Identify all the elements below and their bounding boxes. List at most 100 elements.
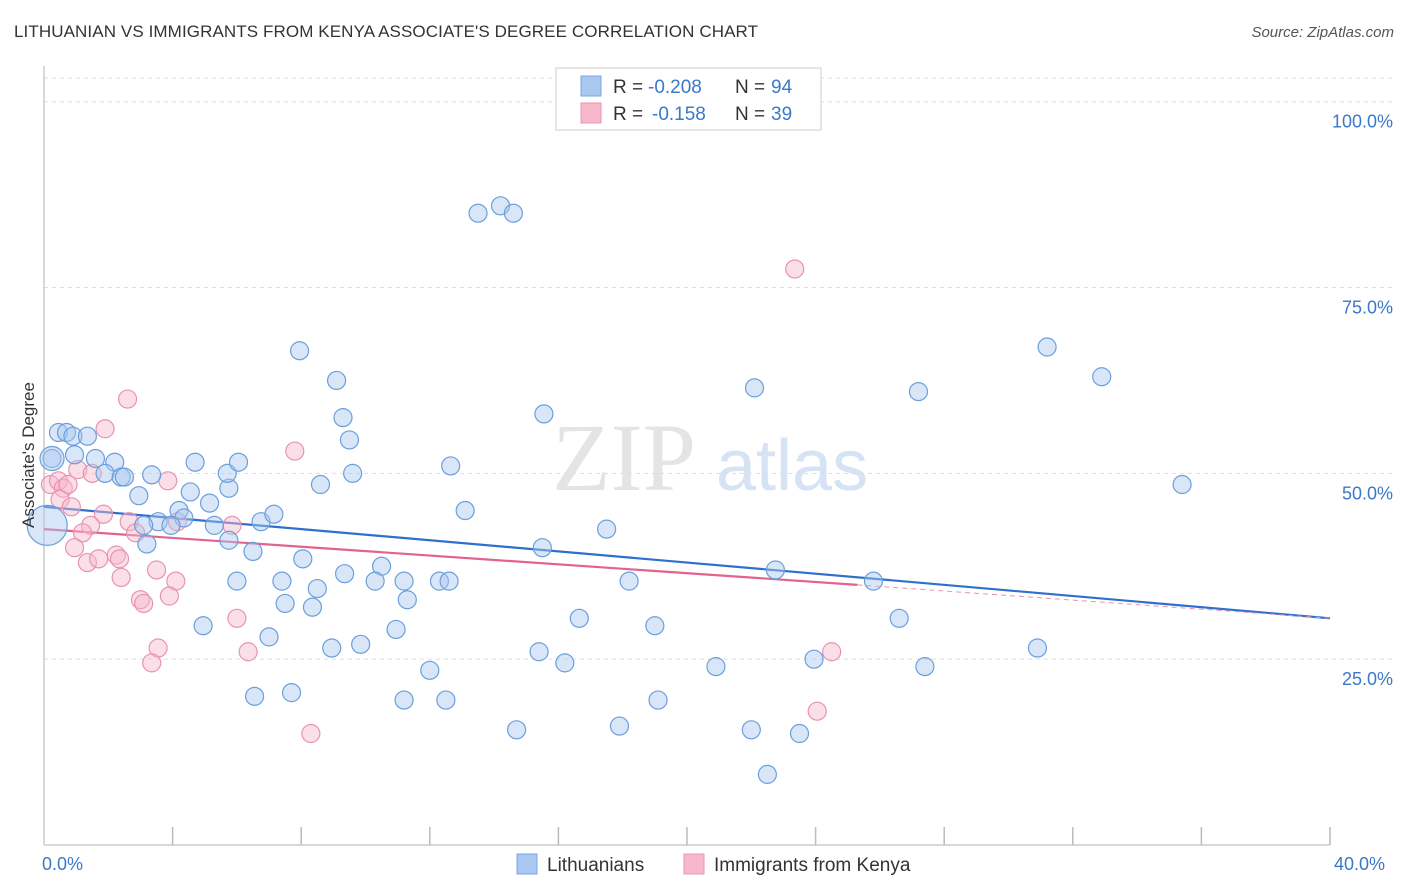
lithuanian-point	[645, 616, 665, 636]
lithuanian-point	[244, 686, 265, 706]
kenya-point	[109, 549, 130, 569]
lithuanian-point	[204, 515, 224, 535]
lithuanian-point	[293, 549, 313, 569]
lithuanian-point	[609, 716, 630, 736]
lithuanian-point	[619, 571, 639, 591]
lithuanian-point	[281, 683, 302, 703]
lithuanian-point	[326, 370, 347, 391]
lithuanian-point	[1027, 638, 1048, 658]
kenya-point	[106, 545, 126, 565]
bottom-legend: Lithuanians Immigrants from Kenya	[516, 853, 911, 876]
lithuanian-point	[468, 203, 488, 223]
bottom-legend-swatch-kenya	[683, 853, 705, 875]
lithuanian-point	[199, 493, 220, 513]
lithuanian-point	[161, 515, 181, 535]
lithuanian-point	[228, 452, 249, 472]
lithuanian-point	[534, 404, 554, 424]
kenya-point	[93, 504, 114, 524]
lithuanian-point	[789, 723, 810, 744]
lithuanian-point-large	[26, 504, 68, 546]
lithuanian-point	[765, 560, 786, 580]
legend-r-value-1: -0.208	[648, 77, 702, 98]
lithuanian-point	[420, 660, 440, 680]
lithuanian-point	[889, 608, 909, 628]
lithuanian-point	[185, 452, 205, 472]
x-tick-label-min: 0.0%	[42, 854, 83, 874]
kenya-point	[227, 608, 247, 628]
kenya-trend-line-extension	[857, 584, 1331, 619]
y-tick-label: 75.0%	[1342, 298, 1393, 318]
lithuanian-point	[148, 512, 168, 532]
kenya-point	[89, 549, 109, 569]
lithuanian-point	[863, 571, 884, 591]
legend-n-label-1: N =	[735, 77, 765, 98]
lithuanian-point	[706, 657, 726, 677]
lithuanian-point	[180, 482, 200, 502]
legend-swatch-lithuanians	[580, 75, 602, 97]
lithuanian-point	[193, 616, 213, 636]
lithuanian-point	[1172, 474, 1192, 495]
kenya-point	[159, 586, 179, 606]
legend-r-value-2: -0.158	[652, 104, 706, 125]
lithuanian-point	[142, 465, 162, 485]
kenya-point	[285, 441, 305, 461]
kenya-point	[130, 590, 151, 610]
lithuanian-point	[264, 504, 284, 524]
kenya-point	[807, 701, 827, 721]
lithuanian-point	[532, 538, 552, 558]
lithuanian-point	[275, 593, 295, 614]
lithuanian-point	[42, 448, 62, 469]
legend: R = -0.208 N = 94 R = -0.158 N = 39	[555, 67, 822, 131]
lithuanian-point	[529, 642, 549, 662]
kenya-point	[50, 489, 70, 509]
kenya-point	[158, 471, 178, 491]
y-tick-labels: 25.0% 50.0% 75.0% 100.0%	[1332, 112, 1393, 689]
lithuanian-point	[555, 653, 575, 673]
legend-r-label-2: R =	[613, 104, 643, 125]
lithuanian-point	[63, 426, 83, 446]
kenya-point	[64, 538, 85, 558]
kenya-point	[72, 523, 93, 543]
lithuanian-point	[365, 571, 385, 591]
lithuanian-point	[85, 448, 106, 469]
lithuanian-point	[648, 690, 668, 710]
lithuanian-point	[243, 541, 263, 562]
lithuanian-point	[1092, 367, 1112, 387]
lithuanian-trend-line	[43, 505, 1331, 620]
legend-n-label-2: N =	[735, 104, 765, 125]
kenya-point	[58, 474, 78, 495]
lithuanian-point	[77, 426, 98, 446]
lithuanian-point	[343, 463, 363, 483]
lithuanian-point	[272, 571, 292, 591]
lithuanian-point	[503, 203, 523, 223]
lithuanian-point	[95, 463, 115, 483]
lithuanian-point	[915, 657, 935, 677]
lithuanian-point	[310, 474, 331, 495]
lithuanian-point	[259, 627, 279, 647]
lithuanian-point	[394, 690, 414, 710]
kenya-point	[77, 552, 98, 573]
x-tick-label-max: 40.0%	[1334, 854, 1385, 874]
lithuanian-point	[908, 382, 929, 402]
lithuanian-point	[441, 456, 461, 476]
lithuanian-point	[289, 341, 310, 361]
kenya-point	[146, 560, 167, 580]
legend-swatch-kenya	[580, 102, 602, 124]
kenya-trend-line	[43, 528, 858, 586]
lithuanian-point	[302, 597, 323, 617]
trend-lines	[43, 505, 1331, 620]
kenya-point	[822, 642, 842, 662]
lithuanian-point	[219, 530, 239, 550]
y-tick-label: 100.0%	[1332, 112, 1393, 132]
lithuanian-point	[386, 619, 406, 640]
source-label: Source: ZipAtlas.com	[1251, 24, 1394, 41]
legend-n-value-1: 94	[771, 77, 793, 98]
watermark-atlas: atlas	[716, 426, 868, 506]
lithuanian-point	[339, 430, 360, 450]
lithuanian-point	[333, 408, 353, 428]
lithuanian-point	[322, 638, 342, 658]
bottom-legend-lithuanians: Lithuanians	[547, 855, 644, 876]
bottom-legend-swatch-lithuanians	[516, 853, 538, 875]
legend-n-value-2: 39	[771, 104, 792, 125]
